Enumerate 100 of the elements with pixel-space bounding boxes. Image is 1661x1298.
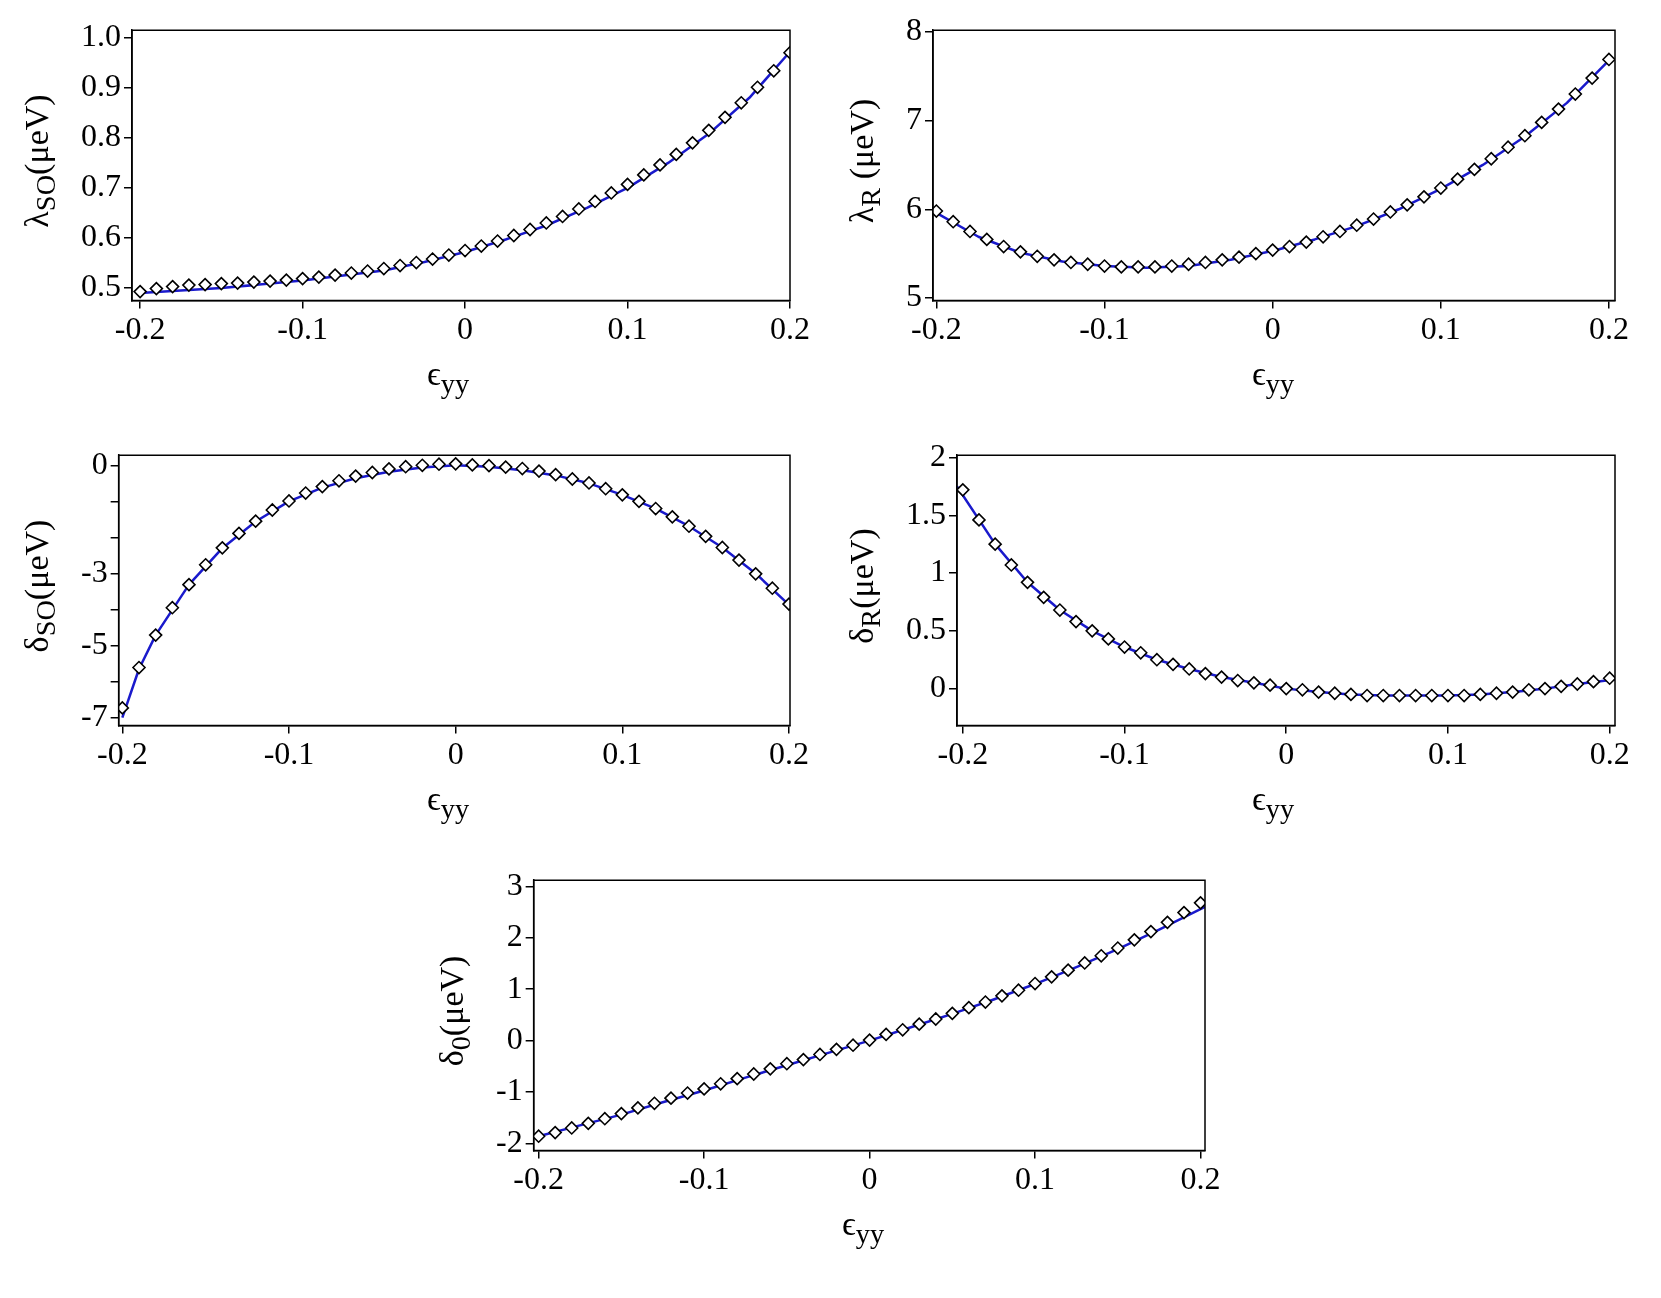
y-tick-label: 0.7 xyxy=(81,167,121,204)
point xyxy=(523,222,537,237)
point xyxy=(957,483,970,497)
point xyxy=(548,1125,562,1140)
point xyxy=(1602,671,1615,686)
x-tick-label: 0.2 xyxy=(770,310,810,347)
point xyxy=(1534,115,1549,130)
point xyxy=(1518,128,1532,143)
x-tick-label: -0.2 xyxy=(114,310,166,347)
point xyxy=(912,1017,927,1031)
point xyxy=(279,273,294,287)
point xyxy=(1551,102,1566,116)
point xyxy=(928,1012,943,1026)
point xyxy=(665,510,680,524)
point xyxy=(132,660,146,675)
point xyxy=(1214,670,1229,684)
point xyxy=(766,63,781,78)
point xyxy=(1568,87,1583,101)
point xyxy=(680,1086,695,1100)
point xyxy=(1097,259,1112,273)
point xyxy=(1400,198,1414,212)
y-tick-label: 1.5 xyxy=(906,494,946,531)
point xyxy=(1127,933,1142,947)
point xyxy=(715,540,730,555)
point xyxy=(1450,172,1465,186)
point xyxy=(448,457,463,471)
point xyxy=(1585,71,1599,85)
point xyxy=(780,1056,794,1071)
point xyxy=(604,186,619,200)
point xyxy=(685,136,700,150)
y-tick-label: -7 xyxy=(81,697,108,734)
point xyxy=(995,989,1009,1003)
x-tick-label: -0.1 xyxy=(277,310,328,347)
x-tick-label: 0.2 xyxy=(769,735,809,772)
point xyxy=(1131,260,1145,274)
point xyxy=(1408,688,1423,703)
point xyxy=(895,1022,910,1037)
point xyxy=(581,1116,596,1131)
point xyxy=(1061,963,1075,977)
x-tick-label: 0.1 xyxy=(1420,310,1461,347)
point xyxy=(490,234,505,248)
point xyxy=(1392,688,1407,703)
y-tick-label: 0 xyxy=(930,668,946,705)
point xyxy=(555,209,570,224)
point xyxy=(598,1111,612,1126)
point xyxy=(588,194,602,209)
y-tick-label: 3 xyxy=(506,865,523,902)
point xyxy=(1279,681,1294,696)
point xyxy=(1053,603,1067,617)
y-tick-label: 0.8 xyxy=(81,117,121,154)
point xyxy=(632,494,646,509)
y-tick-label: 8 xyxy=(906,11,922,48)
point xyxy=(962,1000,976,1015)
x-tick-label: -0.1 xyxy=(678,1160,730,1197)
point xyxy=(713,1076,728,1091)
point xyxy=(247,275,261,289)
point xyxy=(1282,239,1297,254)
point xyxy=(133,284,147,299)
point xyxy=(1265,243,1280,257)
x-axis-title: ϵ$_{yy}$ xyxy=(840,1205,886,1251)
point xyxy=(230,276,245,290)
point xyxy=(1020,575,1035,590)
point xyxy=(312,270,326,284)
point xyxy=(1327,686,1342,701)
point xyxy=(1586,674,1601,689)
point xyxy=(232,526,246,541)
point xyxy=(829,1042,844,1057)
point xyxy=(1047,253,1061,267)
point xyxy=(1069,614,1083,629)
point xyxy=(507,228,521,243)
point xyxy=(1457,688,1471,703)
point xyxy=(1181,257,1196,272)
point xyxy=(598,481,613,496)
point xyxy=(1501,140,1515,155)
y-tick-label: 1 xyxy=(930,552,946,589)
point xyxy=(963,224,977,239)
point xyxy=(1011,983,1026,998)
point xyxy=(1263,678,1277,692)
point xyxy=(165,279,180,294)
point xyxy=(360,264,375,278)
point xyxy=(648,501,663,516)
y-tick-label: 0.9 xyxy=(81,67,121,104)
point xyxy=(647,1096,662,1111)
y-tick-label: 0.5 xyxy=(81,267,121,304)
x-tick-label: 0.1 xyxy=(602,735,643,772)
point xyxy=(1602,52,1615,67)
point xyxy=(1064,255,1078,270)
point xyxy=(1505,685,1520,699)
point xyxy=(165,600,180,615)
point xyxy=(1160,915,1175,930)
point xyxy=(1198,666,1213,681)
point xyxy=(1366,212,1381,226)
point xyxy=(148,628,163,642)
point xyxy=(1316,229,1330,244)
point xyxy=(315,479,330,494)
point xyxy=(1232,250,1246,264)
x-tick-label: 0 xyxy=(447,735,464,772)
x-tick-label: 0.1 xyxy=(1015,1160,1056,1197)
y-tick-label: 7 xyxy=(906,100,922,137)
x-axis-title: ϵ$_{yy}$ xyxy=(1250,355,1296,401)
